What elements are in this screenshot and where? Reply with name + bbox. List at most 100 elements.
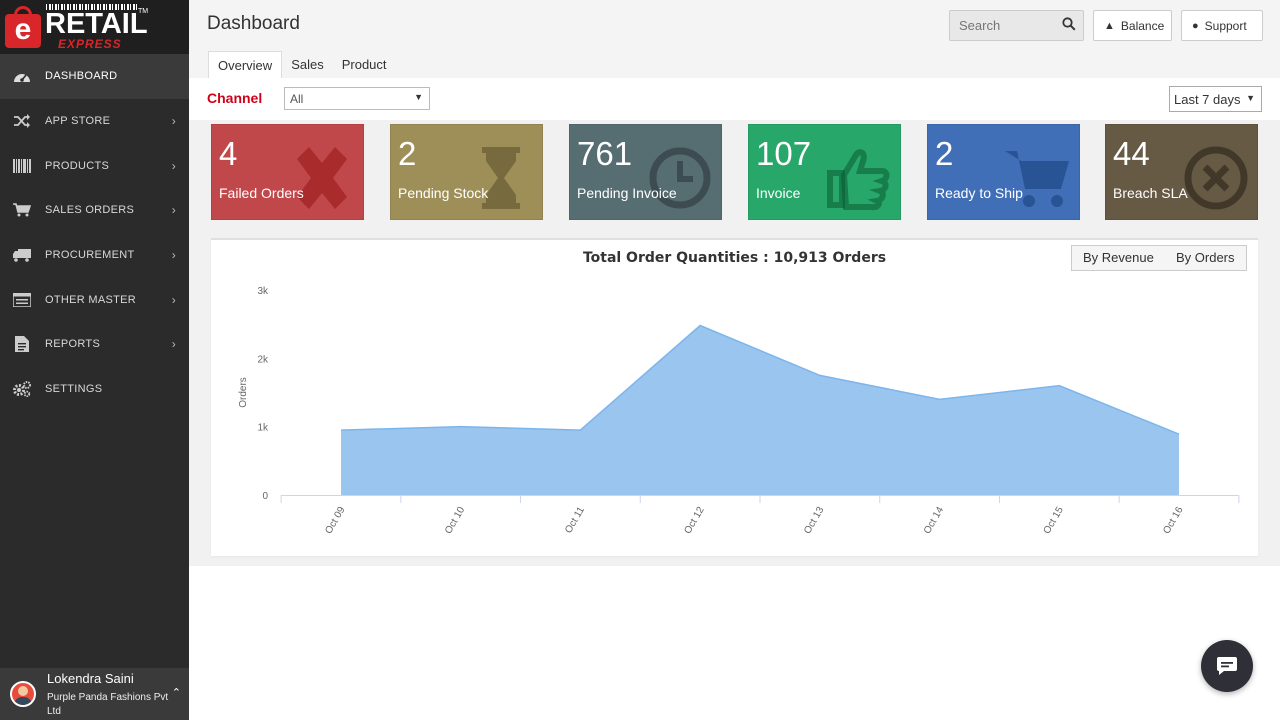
date-range-value: Last 7 days bbox=[1174, 92, 1241, 107]
speedometer-icon bbox=[13, 68, 31, 84]
series-line bbox=[340, 324, 1180, 435]
channel-select[interactable]: All ▼ bbox=[284, 87, 430, 110]
shuffle-icon bbox=[13, 113, 31, 129]
channel-value: All bbox=[290, 92, 304, 106]
chevron-right-icon: › bbox=[171, 114, 176, 129]
channel-label: Channel bbox=[207, 90, 263, 106]
series-area bbox=[341, 325, 1179, 495]
by-revenue-button[interactable]: By Revenue bbox=[1071, 245, 1166, 271]
stat-label: Invoice bbox=[756, 185, 801, 201]
sidebar-item-app-store[interactable]: APP STORE › bbox=[0, 99, 189, 144]
barcode-icon bbox=[46, 4, 138, 10]
stat-value: 761 bbox=[577, 135, 633, 172]
x-circle-icon bbox=[1183, 145, 1249, 211]
stat-card-pending-invoice[interactable]: 761 Pending Invoice bbox=[569, 124, 722, 220]
balance-label: Balance bbox=[1120, 18, 1165, 33]
bag-handle-icon bbox=[14, 6, 32, 18]
chat-icon: ● bbox=[1192, 19, 1199, 32]
dashboard-tabs: Overview Sales Product bbox=[208, 51, 396, 78]
caret-down-icon: ▼ bbox=[414, 92, 423, 102]
brand-word: RETAIL bbox=[45, 8, 148, 40]
thumbs-up-icon bbox=[826, 145, 892, 211]
stat-card-breach-sla[interactable]: 44 Breach SLA bbox=[1105, 124, 1258, 220]
user-name: Lokendra Saini bbox=[47, 671, 134, 686]
chevron-up-icon[interactable]: ⌃ bbox=[171, 687, 181, 699]
x-tick-label: Oct 10 bbox=[443, 505, 467, 536]
stat-label: Failed Orders bbox=[219, 185, 304, 201]
sidebar-item-label: SETTINGS bbox=[45, 383, 103, 396]
user-company: Purple Panda Fashions Pvt Ltd bbox=[47, 692, 169, 717]
tab-overview[interactable]: Overview bbox=[208, 51, 283, 78]
stat-card-ready-to-ship[interactable]: 2 Ready to Ship bbox=[927, 124, 1080, 220]
sidebar-item-sales-orders[interactable]: SALES ORDERS › bbox=[0, 188, 189, 233]
stat-value: 44 bbox=[1113, 135, 1150, 172]
tab-product[interactable]: Product bbox=[341, 57, 387, 72]
x-tick-label: Oct 15 bbox=[1042, 505, 1066, 536]
stat-label: Pending Stock bbox=[398, 185, 489, 201]
y-axis-label: Orders bbox=[238, 377, 249, 408]
sidebar-item-reports[interactable]: REPORTS › bbox=[0, 322, 189, 367]
search-input[interactable] bbox=[949, 10, 1084, 41]
page-title: Dashboard bbox=[207, 13, 300, 34]
x-tick-label: Oct 14 bbox=[922, 505, 946, 536]
user-profile[interactable]: Lokendra Saini Purple Panda Fashions Pvt… bbox=[0, 668, 189, 720]
support-button[interactable]: ● Support bbox=[1181, 10, 1263, 41]
hourglass-icon bbox=[468, 145, 534, 211]
by-orders-button[interactable]: By Orders bbox=[1165, 245, 1247, 271]
gears-icon bbox=[13, 381, 31, 398]
chat-button[interactable] bbox=[1201, 640, 1253, 692]
chevron-right-icon: › bbox=[171, 292, 176, 307]
x-tick-label: Oct 11 bbox=[563, 505, 587, 536]
sidebar: e RETAIL TM EXPRESS DASHBOARD APP STORE › P… bbox=[0, 0, 189, 720]
sidebar-item-dashboard[interactable]: DASHBOARD bbox=[0, 54, 189, 99]
brand-letter: e bbox=[5, 14, 41, 48]
main-content: Channel All ▼ Last 7 days ▼ 4 Failed Orde… bbox=[189, 78, 1280, 566]
stat-value: 2 bbox=[398, 135, 417, 172]
chevron-right-icon: › bbox=[171, 203, 176, 218]
x-tick-label: Oct 09 bbox=[323, 505, 347, 536]
support-label: Support bbox=[1204, 18, 1247, 33]
stat-card-pending-stock[interactable]: 2 Pending Stock bbox=[390, 124, 543, 220]
order-quantity-chart: 0 1k 2k 3k Orders Oct 09 Oct 10 Oct 11 Oct 12 Oct… bbox=[238, 286, 1240, 536]
balance-button[interactable]: ▲ Balance bbox=[1093, 10, 1172, 41]
document-icon bbox=[13, 336, 31, 353]
sidebar-item-label: SALES ORDERS bbox=[45, 204, 135, 217]
stat-label: Breach SLA bbox=[1113, 185, 1188, 201]
stat-value: 2 bbox=[935, 135, 954, 172]
filter-bar: Channel All ▼ Last 7 days ▼ bbox=[189, 78, 1280, 120]
brand-logo[interactable]: e RETAIL TM EXPRESS bbox=[0, 0, 189, 54]
truck-icon bbox=[13, 247, 31, 263]
sidebar-item-label: APP STORE bbox=[45, 115, 111, 128]
tab-sales[interactable]: Sales bbox=[291, 57, 324, 72]
caret-down-icon: ▼ bbox=[1246, 93, 1255, 103]
brand-sub: EXPRESS bbox=[58, 37, 122, 51]
stat-card-invoice[interactable]: 107 Invoice bbox=[748, 124, 901, 220]
sidebar-nav: DASHBOARD APP STORE › PRODUCTS › SALES ORDERS… bbox=[0, 54, 189, 412]
sidebar-item-procurement[interactable]: PROCUREMENT › bbox=[0, 233, 189, 278]
sidebar-item-label: PRODUCTS bbox=[45, 159, 110, 172]
cart-icon bbox=[1005, 145, 1071, 211]
chevron-right-icon: › bbox=[171, 337, 176, 352]
barcode-icon bbox=[13, 158, 31, 174]
search-icon[interactable] bbox=[1062, 17, 1076, 31]
sidebar-item-label: DASHBOARD bbox=[45, 70, 118, 83]
sidebar-item-label: REPORTS bbox=[45, 338, 101, 351]
clock-icon bbox=[647, 145, 713, 211]
sidebar-item-products[interactable]: PRODUCTS › bbox=[0, 143, 189, 188]
y-tick-label: 2k bbox=[257, 354, 269, 365]
x-icon bbox=[289, 145, 355, 211]
chat-bubble-icon bbox=[1217, 657, 1237, 675]
chevron-right-icon: › bbox=[171, 158, 176, 173]
stat-card-failed-orders[interactable]: 4 Failed Orders bbox=[211, 124, 364, 220]
sidebar-item-settings[interactable]: SETTINGS bbox=[0, 367, 189, 412]
sidebar-item-other-master[interactable]: OTHER MASTER › bbox=[0, 277, 189, 322]
stat-value: 107 bbox=[756, 135, 812, 172]
stat-label: Pending Invoice bbox=[577, 185, 677, 201]
chart-title: Total Order Quantities : 10,913 Orders bbox=[582, 250, 887, 266]
date-range-select[interactable]: Last 7 days ▼ bbox=[1169, 86, 1262, 112]
sidebar-item-label: PROCUREMENT bbox=[45, 249, 135, 262]
chevron-right-icon: › bbox=[171, 248, 176, 263]
avatar[interactable] bbox=[10, 681, 36, 707]
x-tick-label: Oct 16 bbox=[1161, 505, 1185, 536]
list-icon bbox=[13, 292, 31, 308]
